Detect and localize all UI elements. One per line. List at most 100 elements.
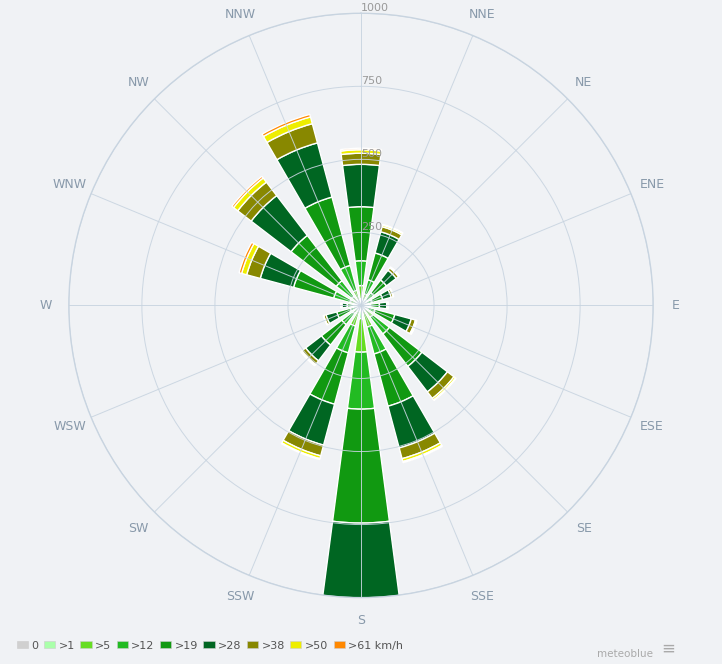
Bar	[371, 280, 386, 295]
Bar	[362, 305, 365, 306]
Bar	[390, 267, 399, 277]
Bar	[406, 319, 415, 333]
Bar	[383, 327, 422, 367]
Bar	[399, 433, 440, 459]
Bar	[341, 303, 342, 308]
Bar	[434, 378, 456, 400]
Bar	[342, 311, 355, 325]
Bar	[260, 253, 300, 288]
Bar	[380, 226, 401, 240]
Bar	[323, 315, 330, 325]
Bar	[353, 290, 360, 301]
Bar	[301, 351, 316, 365]
Bar	[283, 431, 323, 456]
Bar	[233, 178, 266, 211]
Bar	[367, 325, 386, 354]
Bar	[427, 372, 454, 398]
Legend: 0, >1, >5, >12, >19, >28, >38, >50, >61 km/h: 0, >1, >5, >12, >19, >28, >38, >50, >61 …	[13, 636, 407, 655]
Bar	[282, 443, 320, 459]
Bar	[247, 246, 271, 278]
Bar	[362, 303, 366, 305]
Bar	[310, 348, 348, 404]
Bar	[402, 443, 442, 461]
Bar	[350, 307, 357, 311]
Bar	[360, 307, 362, 319]
Bar	[242, 244, 258, 275]
Bar	[347, 352, 375, 409]
Bar	[352, 296, 359, 303]
Bar	[364, 280, 374, 295]
Bar	[334, 291, 351, 303]
Bar	[321, 521, 401, 608]
Bar	[388, 396, 435, 448]
Bar	[238, 182, 277, 221]
Bar	[363, 306, 367, 309]
Bar	[340, 266, 357, 291]
Bar	[360, 299, 362, 304]
Bar	[370, 303, 379, 308]
Bar	[391, 315, 412, 331]
Bar	[294, 270, 336, 298]
Bar	[380, 290, 391, 299]
Bar	[370, 315, 389, 334]
Bar	[410, 320, 417, 334]
Bar	[318, 606, 404, 631]
Bar	[358, 286, 364, 299]
Bar	[408, 352, 448, 392]
Bar	[305, 336, 331, 361]
Bar	[291, 236, 342, 286]
Bar	[302, 348, 318, 365]
Bar	[301, 351, 315, 366]
Bar	[357, 306, 360, 308]
Bar	[379, 302, 387, 309]
Bar	[371, 294, 383, 303]
Bar	[305, 197, 350, 270]
Bar	[326, 312, 339, 323]
Bar	[333, 408, 389, 523]
Bar	[386, 302, 388, 309]
Bar	[350, 311, 360, 326]
Bar	[358, 304, 360, 305]
Bar	[390, 288, 393, 297]
Bar	[355, 319, 367, 352]
Bar	[336, 308, 352, 318]
Bar	[355, 305, 358, 306]
Bar	[362, 306, 365, 309]
Bar	[289, 394, 334, 445]
Text: meteoblue: meteoblue	[597, 649, 653, 659]
Bar	[375, 232, 399, 258]
Bar	[391, 267, 399, 276]
Bar	[383, 224, 403, 233]
Bar	[321, 320, 347, 345]
Bar	[388, 289, 393, 297]
Bar	[366, 299, 372, 304]
Bar	[342, 164, 380, 208]
Bar	[267, 124, 318, 160]
Bar	[365, 304, 370, 307]
Bar	[367, 307, 375, 313]
Bar	[350, 299, 358, 305]
Bar	[358, 305, 360, 306]
Bar	[388, 268, 399, 278]
Bar	[361, 307, 364, 311]
Bar	[380, 270, 396, 286]
Bar	[362, 304, 363, 305]
Bar	[382, 225, 403, 235]
Bar	[432, 376, 456, 400]
Bar	[264, 117, 313, 143]
Bar	[374, 309, 395, 323]
Bar	[403, 446, 443, 463]
Bar	[362, 294, 367, 302]
Bar	[336, 324, 355, 353]
Bar	[374, 349, 413, 406]
Bar	[353, 307, 360, 313]
Bar	[359, 301, 361, 305]
Bar	[365, 293, 374, 301]
Bar	[358, 303, 361, 305]
Bar	[323, 315, 328, 325]
Bar	[362, 311, 373, 327]
Bar	[362, 299, 367, 304]
Bar	[239, 242, 254, 274]
Bar	[232, 177, 264, 208]
Bar	[277, 143, 332, 208]
